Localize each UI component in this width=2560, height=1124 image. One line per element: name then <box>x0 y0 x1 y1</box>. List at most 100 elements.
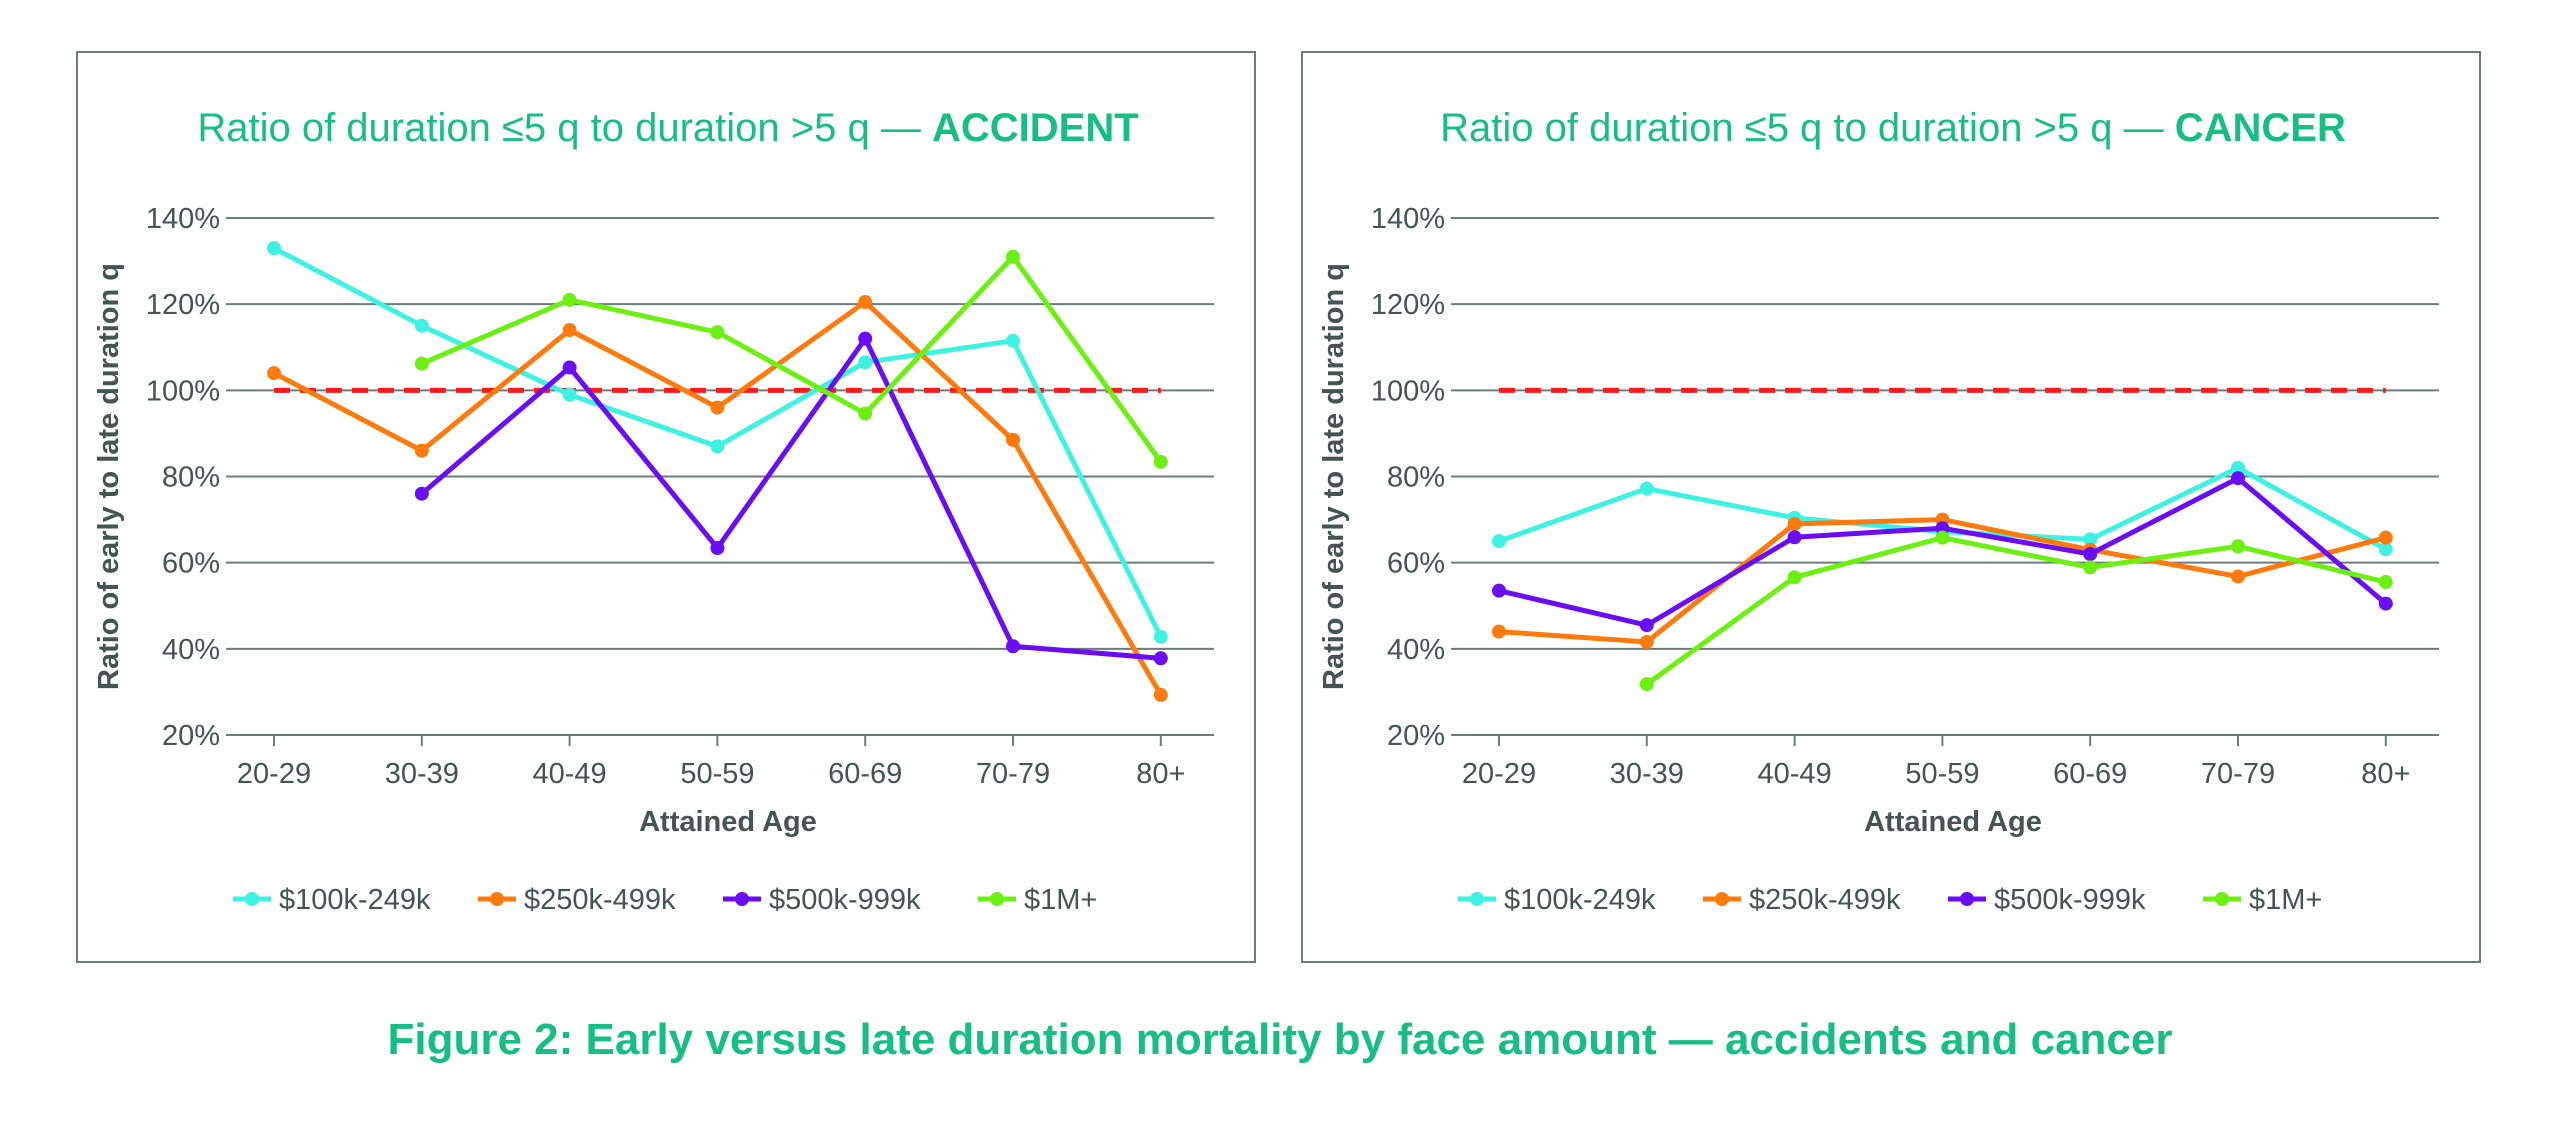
y-tick-label: 40% <box>162 634 220 666</box>
data-point <box>414 486 429 501</box>
data-point <box>2083 560 2098 575</box>
x-tick-label: 50-59 <box>680 758 754 790</box>
data-point <box>414 318 429 333</box>
chart-title-emphasis: ACCIDENT <box>932 106 1139 150</box>
data-point <box>1153 629 1168 644</box>
data-point <box>414 443 429 458</box>
legend-item: $500k-999k <box>1948 884 2146 916</box>
y-tick-label: 140% <box>146 203 220 235</box>
legend-item: $100k-249k <box>233 884 431 916</box>
x-tick-label: 70-79 <box>2201 758 2275 790</box>
data-point <box>2231 569 2245 584</box>
x-tick-label: 30-39 <box>1610 758 1684 790</box>
data-point <box>1787 570 1802 585</box>
chart-title: Ratio of duration ≤5 q to duration >5 q … <box>197 106 1138 150</box>
data-point <box>858 331 873 346</box>
data-point <box>1006 333 1020 348</box>
data-point <box>267 366 281 381</box>
x-tick-label: 80+ <box>1136 758 1185 790</box>
data-point <box>1006 249 1020 264</box>
data-point <box>858 406 873 421</box>
y-tick-label: 100% <box>1371 375 1445 407</box>
y-tick-label: 100% <box>146 375 220 407</box>
data-point <box>1153 687 1168 702</box>
chart-title: Ratio of duration ≤5 q to duration >5 q … <box>1440 106 2346 150</box>
legend-label: $100k-249k <box>1504 884 1656 916</box>
x-tick-label: 70-79 <box>976 758 1050 790</box>
legend-swatch-marker <box>490 892 504 906</box>
chart-title-text: Ratio of duration ≤5 q to duration >5 q … <box>197 106 932 150</box>
y-tick-label: 40% <box>1387 634 1445 666</box>
data-point <box>710 541 725 556</box>
legend-label: $1M+ <box>1024 884 1097 916</box>
x-tick-label: 20-29 <box>1462 758 1536 790</box>
legend-label: $250k-499k <box>1749 884 1901 916</box>
y-tick-label: 80% <box>1387 462 1445 494</box>
x-tick-label: 30-39 <box>385 758 459 790</box>
legend-label: $100k-249k <box>279 884 431 916</box>
data-point <box>1153 651 1168 666</box>
data-point <box>858 355 873 370</box>
data-point <box>562 387 577 402</box>
data-point <box>414 356 429 371</box>
data-point <box>1935 530 1950 545</box>
x-tick-label: 80+ <box>2361 758 2410 790</box>
y-tick-label: 60% <box>1387 548 1445 580</box>
data-point <box>2083 547 2098 562</box>
y-tick-label: 120% <box>146 289 220 321</box>
y-axis-title: Ratio of early to late duration q <box>93 263 125 690</box>
accident-chart: Ratio of duration ≤5 q to duration >5 q … <box>93 106 1214 916</box>
x-tick-label: 50-59 <box>1905 758 1979 790</box>
x-tick-label: 40-49 <box>533 758 607 790</box>
legend-label: $500k-999k <box>1994 884 2146 916</box>
data-point <box>1006 639 1020 654</box>
accident-chart-panel: Ratio of duration ≤5 q to duration >5 q … <box>76 51 1256 963</box>
x-axis-title: Attained Age <box>1864 806 2042 838</box>
data-point <box>2231 460 2245 475</box>
y-tick-label: 20% <box>1387 720 1445 752</box>
series-1 <box>267 295 1168 702</box>
data-point <box>1492 583 1506 598</box>
legend-swatch-marker <box>735 892 749 906</box>
data-point <box>2378 596 2393 611</box>
y-tick-label: 140% <box>1371 203 1445 235</box>
cancer-chart: Ratio of duration ≤5 q to duration >5 q … <box>1318 106 2439 916</box>
legend-item: $1M+ <box>978 884 1097 916</box>
data-point <box>1787 516 1802 531</box>
data-point <box>2231 539 2245 554</box>
series-line <box>420 336 1162 661</box>
series-line <box>420 254 1163 464</box>
legend-item: $500k-999k <box>723 884 921 916</box>
series-3 <box>414 249 1168 469</box>
data-point <box>267 241 281 256</box>
y-tick-label: 60% <box>162 548 220 580</box>
legend-item: $250k-499k <box>478 884 676 916</box>
data-point <box>1639 618 1654 633</box>
data-point <box>710 400 725 415</box>
y-axis-title: Ratio of early to late duration q <box>1318 263 1350 690</box>
legend-label: $250k-499k <box>524 884 676 916</box>
legend-item: $100k-249k <box>1458 884 1656 916</box>
legend-label: $1M+ <box>2249 884 2322 916</box>
chart-title-emphasis: CANCER <box>2175 106 2346 150</box>
figure-caption: Figure 2: Early versus late duration mor… <box>387 1015 2173 1064</box>
data-point <box>2231 471 2245 486</box>
data-point <box>1639 634 1654 649</box>
data-point <box>1787 530 1802 545</box>
data-point <box>1492 624 1506 639</box>
data-point <box>562 360 577 375</box>
cancer-chart-panel: Ratio of duration ≤5 q to duration >5 q … <box>1301 51 2481 963</box>
series-2 <box>414 331 1168 666</box>
legend-swatch-marker <box>990 892 1004 906</box>
data-point <box>2378 575 2393 590</box>
y-tick-label: 80% <box>162 462 220 494</box>
x-tick-label: 60-69 <box>828 758 902 790</box>
y-tick-label: 20% <box>162 720 220 752</box>
data-point <box>1639 481 1654 496</box>
data-point <box>562 323 577 338</box>
y-tick-label: 120% <box>1371 289 1445 321</box>
data-point <box>1492 534 1506 549</box>
chart-title-text: Ratio of duration ≤5 q to duration >5 q … <box>1440 106 2175 150</box>
series-0 <box>267 241 1168 644</box>
data-point <box>2378 542 2393 557</box>
